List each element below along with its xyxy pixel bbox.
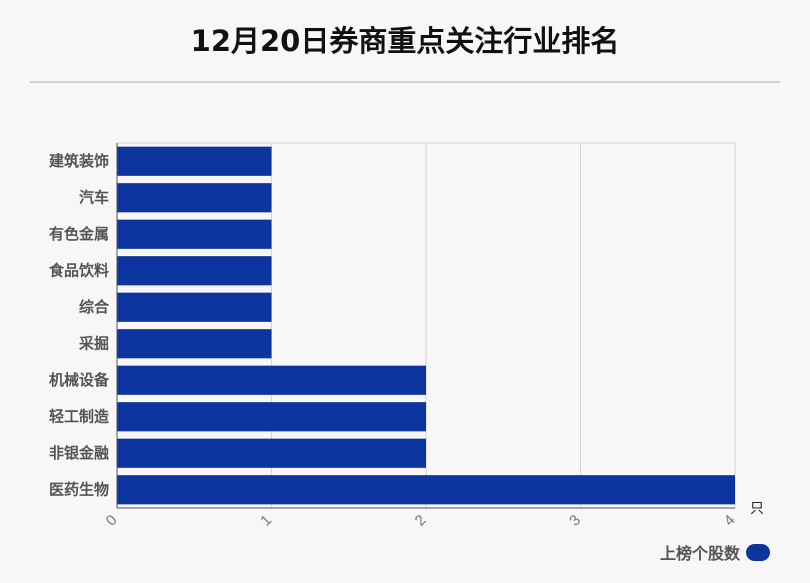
bar <box>117 146 272 176</box>
y-tick-label: 食品饮料 <box>49 261 109 279</box>
bar <box>117 365 426 395</box>
y-tick-label: 有色金属 <box>49 225 109 243</box>
legend-label: 上榜个股数 <box>659 544 740 563</box>
x-tick-label: 4 <box>721 512 739 530</box>
y-tick-label: 汽车 <box>79 188 109 206</box>
x-tick-label: 2 <box>412 512 430 530</box>
legend[interactable]: 上榜个股数 <box>660 540 770 564</box>
y-tick-label: 医药生物 <box>49 480 109 498</box>
legend-swatch <box>746 543 770 561</box>
y-tick-label: 轻工制造 <box>49 407 109 425</box>
x-unit-label: 只 <box>750 501 764 517</box>
y-tick-label: 非银金融 <box>49 444 109 462</box>
y-tick-label: 采掘 <box>78 334 109 352</box>
x-tick-label: 0 <box>103 512 121 530</box>
y-tick-label: 机械设备 <box>49 371 110 389</box>
y-tick-label: 综合 <box>79 298 110 316</box>
bar <box>117 329 272 359</box>
x-tick-label: 1 <box>257 512 275 530</box>
chart-title: 12月20日券商重点关注行业排名 <box>190 24 620 58</box>
bar <box>117 219 272 249</box>
bar <box>117 183 272 213</box>
bar <box>117 402 426 432</box>
y-tick-label: 建筑装饰 <box>49 152 109 170</box>
bar <box>117 256 272 286</box>
bar <box>117 438 426 468</box>
bar <box>117 292 272 322</box>
title-divider <box>30 81 780 83</box>
x-tick-label: 3 <box>566 512 584 530</box>
bar <box>117 475 735 505</box>
